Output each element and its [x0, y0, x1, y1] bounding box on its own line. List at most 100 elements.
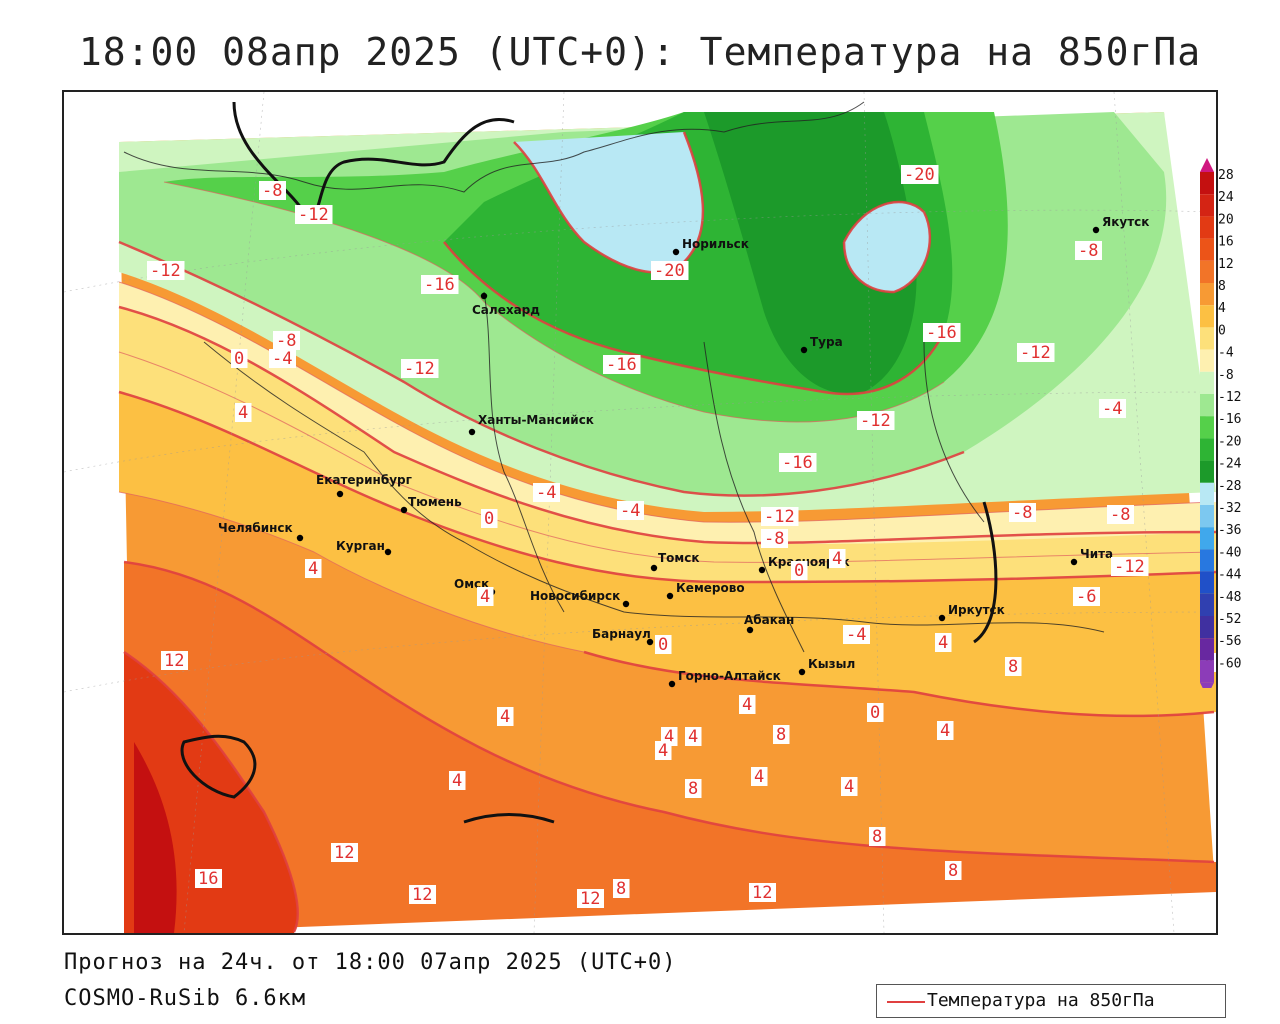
city-marker [336, 490, 344, 498]
isoline-label-background [935, 633, 952, 652]
colorbar-level-label: -20 [1218, 434, 1241, 449]
colorbar-level-label: -4 [1218, 346, 1234, 361]
isoline-value-label: 0 [484, 509, 494, 529]
isoline-value-label: -8 [262, 181, 282, 201]
city-marker [668, 680, 676, 688]
city-marker [798, 668, 806, 676]
colorbar-swatch [1200, 394, 1214, 417]
isoline-label-background [421, 275, 459, 294]
isoline-value-label: -20 [654, 261, 685, 281]
colorbar-level-label: 12 [1218, 257, 1234, 272]
isoline-value-label: 4 [658, 741, 668, 761]
colorbar-swatch [1200, 416, 1214, 439]
city-label: Екатеринбург [316, 473, 412, 487]
city-marker [400, 506, 408, 514]
isoline-label-background [1111, 557, 1149, 576]
isoline-value-label: -16 [606, 355, 637, 375]
isoline-value-label: 0 [870, 703, 880, 723]
colorbar-swatch [1200, 571, 1214, 594]
city-label: Салехард [472, 303, 540, 317]
isoline-label-background [655, 635, 672, 654]
isoline-label-background [685, 727, 702, 746]
city-label: Норильск [682, 237, 749, 251]
isoline-value-label: 0 [794, 561, 804, 581]
isoline-label-background [761, 507, 799, 526]
isoline-value-label: 0 [658, 635, 668, 655]
isoline-label-background [613, 879, 630, 898]
isoline-label-background [1009, 503, 1036, 522]
isoline-value-label: 4 [452, 771, 462, 791]
isoline-value-label: -12 [150, 261, 181, 281]
isoline-value-label: -4 [536, 483, 556, 503]
temperature-map: Якутск Норильск Салехард Тура Ханты-Мансийск… [64, 92, 1216, 933]
city-marker [622, 600, 630, 608]
city-label: Тура [810, 335, 843, 349]
isoline-value-label: -8 [1012, 503, 1032, 523]
isoline-value-label: 4 [308, 559, 318, 579]
forecast-info: Прогноз на 24ч. от 18:00 07апр 2025 (UTC… [64, 950, 677, 975]
city-marker [800, 346, 808, 354]
colorbar-swatch [1200, 527, 1214, 550]
isoline-value-label: 12 [752, 883, 772, 903]
colorbar-level-label: -52 [1218, 612, 1241, 627]
colorbar-swatch [1200, 460, 1214, 483]
isoline-value-label: -4 [620, 501, 640, 521]
colorbar-level-label: -28 [1218, 479, 1241, 494]
isoline-value-label: -12 [860, 411, 891, 431]
city-marker [480, 292, 488, 300]
city-label: Томск [658, 551, 700, 565]
isoline-value-label: 4 [938, 633, 948, 653]
isoline-label-background [1107, 505, 1134, 524]
isoline-label-background [739, 695, 756, 714]
city-label: Кызыл [808, 657, 855, 671]
colorbar-level-label: -12 [1218, 390, 1241, 405]
city-marker [468, 428, 476, 436]
color-scale-bar: 28 24 20 16 12 8 4 0 -4 -8 -12 -16 -20 -24 -28 -32 -36 -4… [1200, 158, 1242, 688]
city-markers: Якутск Норильск Салехард Тура Ханты-Мансийск… [218, 215, 1149, 688]
city-label: Кемерово [676, 581, 745, 595]
isoline-label-background [945, 861, 962, 880]
colorbar-level-label: 8 [1218, 279, 1226, 294]
isoline-label-background [147, 261, 185, 280]
city-marker [672, 248, 680, 256]
isoline-label-background [749, 883, 776, 902]
city-marker [650, 564, 658, 572]
isoline-label-background [497, 707, 514, 726]
city-label: Курган [336, 539, 385, 553]
isoline-label-background [259, 181, 286, 200]
isoline-label-background [869, 827, 886, 846]
isoline-label-background [841, 777, 858, 796]
isoline-label-background [857, 411, 895, 430]
legend: Температура на 850гПа [876, 984, 1226, 1018]
isoline-label-background [477, 587, 494, 606]
isoline-value-label: -12 [298, 205, 329, 225]
isoline-label-background [1075, 241, 1102, 260]
isoline-value-label: -12 [764, 507, 795, 527]
colorbar-swatch [1200, 349, 1214, 372]
colorbar-swatch [1200, 638, 1214, 661]
colorbar-swatch [1200, 371, 1214, 394]
isoline-value-label: -12 [404, 359, 435, 379]
isoline-value-label: -20 [904, 165, 935, 185]
city-label: Новосибирск [530, 589, 620, 603]
isoline-label-background [409, 885, 436, 904]
isoline-value-label: -16 [926, 323, 957, 343]
isoline-value-label: 8 [872, 827, 882, 847]
isoline-label-background [1073, 587, 1100, 606]
colorbar-swatch [1200, 194, 1214, 217]
colorbar-swatch [1200, 238, 1214, 261]
map-area[interactable]: Якутск Норильск Салехард Тура Ханты-Мансийск… [62, 90, 1218, 935]
city-label: Тюмень [408, 495, 462, 509]
isoline-value-label: 12 [412, 885, 432, 905]
city-label: Якутск [1102, 215, 1149, 229]
colorbar-swatch [1200, 482, 1214, 505]
colorbar-level-label: -16 [1218, 412, 1241, 427]
city-label: Абакан [744, 613, 794, 627]
isoline-label-background [273, 331, 300, 350]
isoline-label-background [161, 651, 188, 670]
isoline-label-background [901, 165, 939, 184]
city-marker [758, 566, 766, 574]
isoline-label-background [533, 483, 560, 502]
colorbar-swatch [1200, 660, 1214, 683]
isoline-value-label: -12 [1020, 343, 1051, 363]
